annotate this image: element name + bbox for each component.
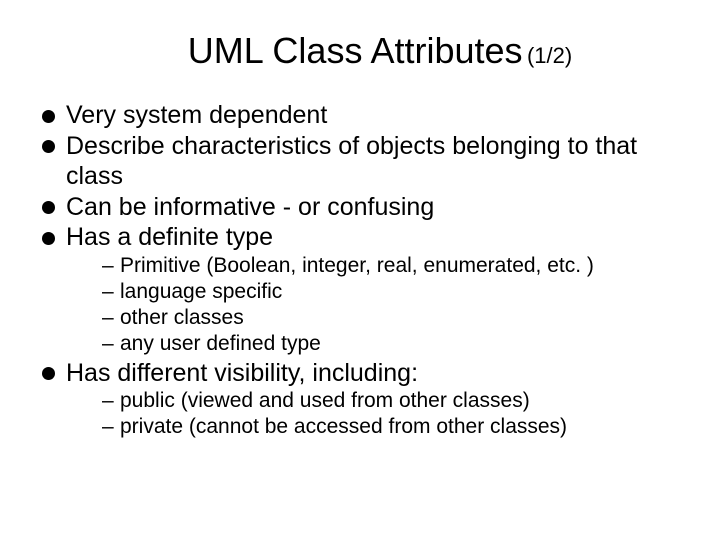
bullet-text: Very system dependent bbox=[66, 101, 327, 129]
bullet-text: Can be informative - or confusing bbox=[66, 193, 434, 221]
list-item: Has different visibility, including: pub… bbox=[40, 358, 680, 441]
sub-item: any user defined type bbox=[102, 331, 680, 357]
slide-title-suffix: (1/2) bbox=[527, 43, 572, 68]
bullet-list: Very system dependent Describe character… bbox=[40, 100, 680, 441]
sub-list: public (viewed and used from other class… bbox=[66, 388, 680, 441]
sub-item: Primitive (Boolean, integer, real, enume… bbox=[102, 253, 680, 279]
sub-item: public (viewed and used from other class… bbox=[102, 388, 680, 414]
sub-item: other classes bbox=[102, 305, 680, 331]
sub-list: Primitive (Boolean, integer, real, enume… bbox=[66, 253, 680, 358]
bullet-text: Describe characteristics of objects belo… bbox=[66, 132, 637, 191]
list-item: Describe characteristics of objects belo… bbox=[40, 131, 680, 192]
bullet-text: Has different visibility, including: bbox=[66, 359, 418, 387]
sub-item: private (cannot be accessed from other c… bbox=[102, 414, 680, 440]
list-item: Has a definite type Primitive (Boolean, … bbox=[40, 222, 680, 358]
sub-item: language specific bbox=[102, 279, 680, 305]
list-item: Can be informative - or confusing bbox=[40, 192, 680, 223]
slide-title-wrap: UML Class Attributes (1/2) bbox=[40, 30, 680, 72]
bullet-text: Has a definite type bbox=[66, 223, 273, 251]
list-item: Very system dependent bbox=[40, 100, 680, 131]
slide-title: UML Class Attributes bbox=[188, 30, 523, 71]
